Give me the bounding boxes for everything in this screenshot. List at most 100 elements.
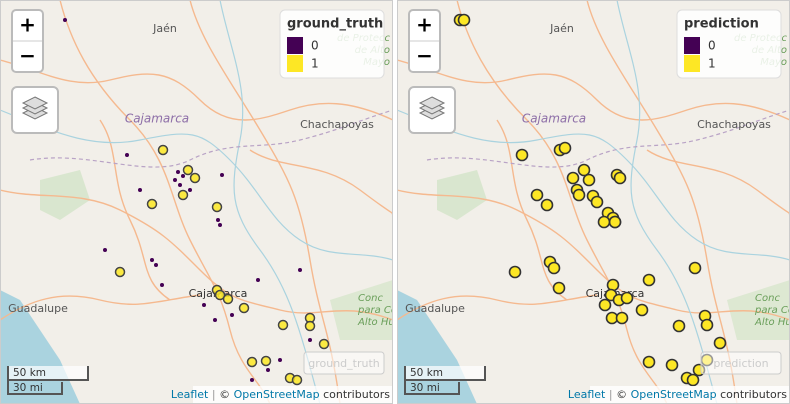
road — [397, 59, 790, 121]
region-label: Cajamarca — [125, 112, 189, 126]
separator: | — [212, 388, 216, 401]
marker-class-0 — [216, 218, 220, 222]
layer-toggle-label[interactable]: prediction — [713, 357, 768, 370]
marker-class-1 — [157, 144, 169, 156]
marker-class-1 — [642, 355, 656, 369]
scale-bar — [7, 366, 89, 395]
road — [0, 189, 393, 321]
marker-class-0 — [308, 338, 312, 342]
legend-label: 1 — [311, 57, 319, 71]
copyright: © — [219, 388, 230, 401]
map-panel: JaénCajamarcaChachapoyasGuadalupeCajamar… — [397, 0, 790, 404]
marker-class-0 — [103, 248, 107, 252]
road — [397, 189, 790, 321]
concession-label: Alto Huay — [357, 317, 393, 328]
marker-class-1 — [606, 278, 620, 292]
concession-label: Conc — [358, 293, 383, 304]
concession-label: para Con — [357, 305, 393, 316]
marker-class-1 — [214, 289, 226, 301]
marker-class-1 — [642, 273, 656, 287]
marker-class-1 — [688, 261, 702, 275]
forest — [40, 170, 90, 220]
marker-class-1 — [260, 355, 272, 367]
marker-class-1 — [508, 265, 522, 279]
marker-class-1 — [540, 198, 554, 212]
osm-link[interactable]: OpenStreetMap — [234, 388, 320, 401]
marker-class-1 — [613, 171, 627, 185]
legend-swatch — [287, 55, 303, 72]
separator: | — [609, 388, 613, 401]
marker-class-1 — [189, 172, 201, 184]
zoom-in-button[interactable]: + — [416, 13, 433, 37]
copyright: © — [616, 388, 627, 401]
attribution — [193, 386, 393, 404]
road — [646, 149, 790, 216]
leaflet-link[interactable]: Leaflet — [171, 388, 209, 401]
marker-class-1 — [222, 293, 234, 305]
marker-class-0 — [138, 188, 142, 192]
marker-class-1 — [291, 374, 303, 386]
marker-class-0 — [63, 18, 67, 22]
marker-class-0 — [150, 258, 154, 262]
attribution-text: Leaflet | © OpenStreetMap contributors — [568, 388, 787, 401]
legend-title: ground_truth — [287, 17, 383, 32]
marker-class-1 — [700, 318, 714, 332]
osm-link[interactable]: OpenStreetMap — [631, 388, 717, 401]
legend-swatch — [287, 37, 303, 54]
marker-class-1 — [608, 215, 622, 229]
marker-class-0 — [266, 368, 270, 372]
forest — [727, 280, 790, 340]
leaflet-link[interactable]: Leaflet — [568, 388, 606, 401]
forest — [437, 170, 487, 220]
marker-class-1 — [713, 336, 727, 350]
marker-class-1 — [277, 319, 289, 331]
marker-class-0 — [178, 183, 182, 187]
layer-toggle — [700, 351, 782, 375]
layer-toggle-label[interactable]: ground_truth — [308, 357, 380, 370]
zoom-in-button[interactable]: + — [19, 13, 36, 37]
road — [0, 59, 393, 121]
marker-class-1 — [566, 171, 580, 185]
attribution-text: contributors — [720, 388, 787, 401]
marker-class-0 — [220, 173, 224, 177]
boundary — [426, 109, 790, 168]
place-label: Guadalupe — [405, 302, 465, 315]
place-label: Chachapoyas — [697, 118, 771, 131]
marker-class-1 — [598, 298, 612, 312]
marker-class-1 — [238, 302, 250, 314]
marker-class-1 — [615, 311, 629, 325]
marker-class-0 — [181, 174, 185, 178]
marker-class-1 — [246, 356, 258, 368]
scale-km-label: 50 km — [13, 367, 46, 379]
road — [456, 0, 668, 404]
legend-label: 0 — [311, 39, 319, 53]
marker-class-0 — [298, 268, 302, 272]
marker-class-0 — [160, 283, 164, 287]
scale-km — [8, 366, 88, 380]
marker-class-0 — [154, 263, 158, 267]
forest — [330, 280, 393, 340]
marker-class-0 — [125, 153, 129, 157]
marker-class-1 — [558, 141, 572, 155]
marker-class-1 — [582, 173, 596, 187]
road — [59, 0, 271, 404]
road — [0, 294, 201, 321]
attribution — [590, 386, 790, 404]
legend-title: prediction — [684, 17, 759, 32]
marker-class-1 — [590, 195, 604, 209]
concession-label: Conc — [755, 293, 780, 304]
marker-class-1 — [597, 215, 611, 229]
road — [496, 119, 568, 301]
marker-class-1 — [182, 164, 194, 176]
marker-class-1 — [211, 201, 223, 213]
marker-class-1 — [114, 266, 126, 278]
zoom-out-button[interactable]: − — [416, 44, 433, 68]
zoom-out-button[interactable]: − — [19, 44, 36, 68]
marker-class-0 — [218, 223, 222, 227]
legend-swatch — [684, 37, 700, 54]
marker-class-1 — [672, 319, 686, 333]
marker-class-1 — [515, 148, 529, 162]
river — [616, 0, 718, 404]
road — [189, 0, 341, 404]
